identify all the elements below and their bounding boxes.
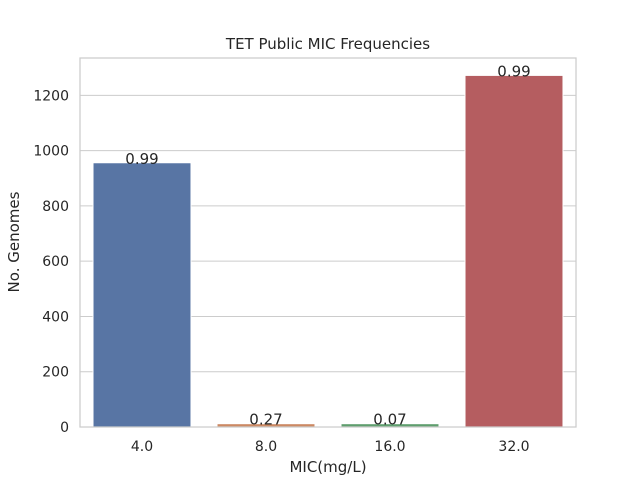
plot-frame [79,57,577,428]
x-tick-label: 8.0 [255,439,277,455]
y-tick-label: 0 [60,420,69,436]
x-axis-label: MIC(mg/L) [289,458,366,476]
y-axis-label: No. Genomes [5,191,23,292]
x-tick-label: 32.0 [498,439,529,455]
y-tick-label: 600 [42,254,69,270]
x-tick-labels: 4.0 8.0 16.0 32.0 [131,439,530,455]
y-tick-label: 400 [42,309,69,325]
x-tick-label: 4.0 [131,439,153,455]
bar-value-label: 0.07 [373,411,406,429]
y-tick-label: 1000 [33,144,69,160]
chart-title: TET Public MIC Frequencies [225,35,430,53]
y-tick-label: 800 [42,199,69,215]
y-tick-labels: 0 200 400 600 800 1000 1200 [33,88,69,436]
y-tick-label: 200 [42,365,69,381]
bar-value-labels: 0.99 0.27 0.07 0.99 [125,62,530,428]
x-tick-label: 16.0 [374,439,405,455]
bar [464,74,564,428]
bar-value-label: 0.99 [497,62,530,80]
y-tick-label: 1200 [33,88,69,104]
bar-value-label: 0.27 [249,411,282,429]
bar [92,162,192,428]
bars-layer [92,74,564,428]
bar-value-label: 0.99 [125,150,158,168]
